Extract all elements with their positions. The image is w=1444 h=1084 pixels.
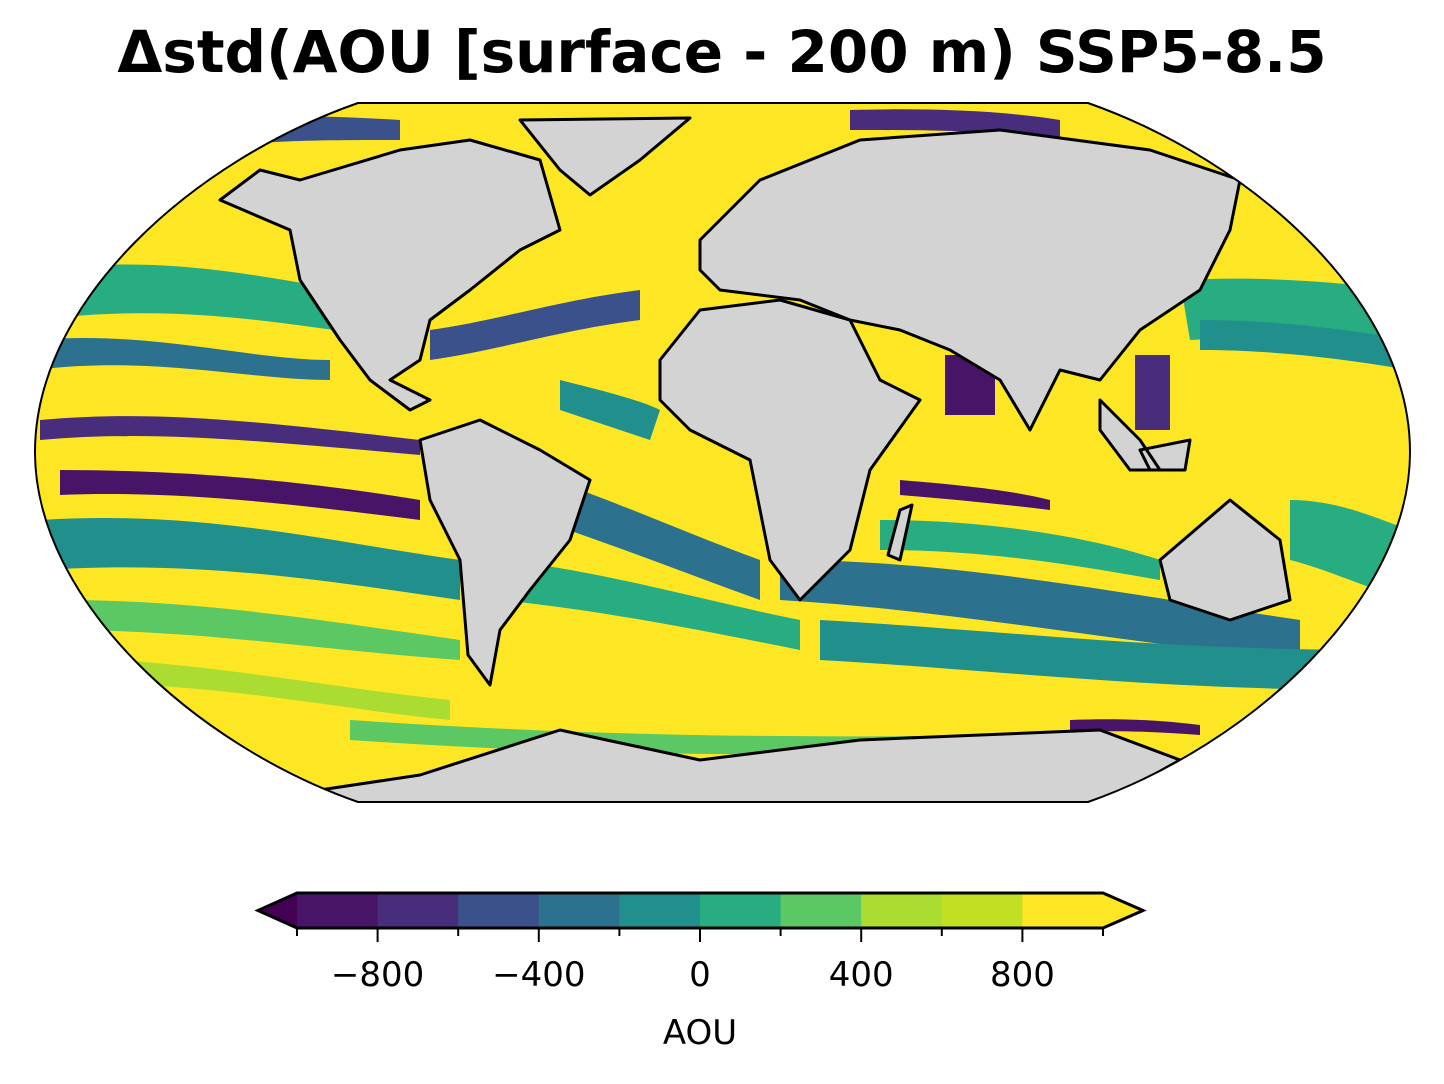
colorbar-tick-label: 400: [829, 955, 894, 995]
ocean-field: [35, 103, 1410, 802]
colorbar-segment: [297, 893, 379, 928]
madagascar: [886, 503, 914, 562]
chart-title: Δstd(AOU [surface - 200 m) SSP5-8.5: [117, 18, 1327, 86]
colorbar-over-extension: [1103, 893, 1143, 928]
colorbar-segment: [1022, 893, 1104, 928]
colorbar-segment: [780, 893, 862, 928]
colorbar-segment: [377, 893, 459, 928]
colorbar-tick-label: −400: [492, 955, 585, 995]
colorbar-under-extension: [258, 893, 297, 928]
colorbar-segment: [700, 893, 782, 928]
australia: [1158, 498, 1292, 622]
colorbar-tick-label: 800: [990, 955, 1055, 995]
colorbar-segment: [861, 893, 943, 928]
colorbar-segment: [458, 893, 540, 928]
colorbar-label: AOU: [663, 1013, 737, 1053]
map-boundary: [33, 102, 1412, 803]
greenland: [518, 116, 692, 197]
colorbar-segment: [538, 893, 620, 928]
maritime-asia: [1098, 398, 1192, 472]
antarctica: [318, 728, 1182, 802]
land: [218, 116, 1292, 802]
north-america: [218, 138, 562, 412]
colorbar-segment: [619, 893, 701, 928]
colorbar: −800 −400 0 400 800 AOU: [254, 891, 1147, 1053]
africa: [658, 298, 922, 602]
eurasia: [698, 128, 1242, 432]
colorbar-tick-label: −800: [331, 955, 424, 995]
south-america: [418, 418, 592, 687]
colorbar-tick-label: 0: [689, 955, 711, 995]
colorbar-segment: [941, 893, 1023, 928]
